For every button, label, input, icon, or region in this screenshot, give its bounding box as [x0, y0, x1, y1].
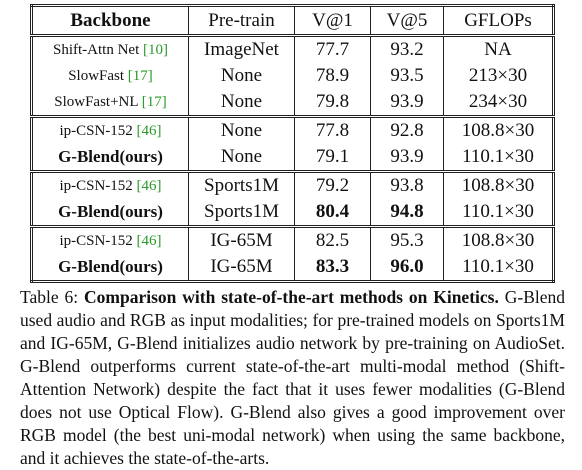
- table-row: SlowFast [17] None 78.9 93.5 213×30: [31, 63, 554, 89]
- pretrain-cell: Sports1M: [188, 171, 295, 199]
- backbone-cell: G-Blend(ours): [31, 199, 189, 227]
- v5-cell: 93.5: [370, 63, 444, 89]
- backbone-name: SlowFast+NL: [54, 94, 138, 110]
- results-table: Backbone Pre-train V@1 V@5 GFLOPs Shift-…: [30, 4, 555, 283]
- table-row: ip-CSN-152 [46] IG-65M 82.5 95.3 108.8×30: [31, 226, 554, 254]
- pretrain-cell: None: [188, 144, 295, 172]
- gflops-cell: 110.1×30: [443, 254, 554, 282]
- backbone-cell: G-Blend(ours): [31, 254, 189, 282]
- table-row: G-Blend(ours) None 79.1 93.9 110.1×30: [31, 144, 554, 172]
- table-group: Shift-Attn Net [10] ImageNet 77.7 93.2 NA Slo…: [31, 35, 554, 117]
- gflops-cell: 234×30: [443, 89, 554, 117]
- backbone-cell: SlowFast+NL [17]: [31, 89, 189, 117]
- backbone-cell: Shift-Attn Net [10]: [31, 35, 189, 63]
- backbone-cell: G-Blend(ours): [31, 144, 189, 172]
- citation: [17]: [141, 94, 167, 110]
- backbone-name: ip-CSN-152: [59, 123, 133, 139]
- v5-cell: 93.9: [370, 89, 444, 117]
- v1-cell: 79.2: [294, 171, 371, 199]
- header-cell: V@1: [294, 5, 371, 37]
- header-cell: GFLOPs: [443, 5, 554, 37]
- v1-cell: 78.9: [294, 63, 371, 89]
- caption: Table 6: Comparison with state-of-the-ar…: [20, 286, 565, 470]
- header-cell: Pre-train: [188, 5, 295, 37]
- header-row: Backbone Pre-train V@1 V@5 GFLOPs: [31, 5, 554, 37]
- citation: [10]: [143, 42, 168, 58]
- caption-label: Table 6:: [20, 287, 79, 307]
- pretrain-cell: IG-65M: [188, 226, 295, 254]
- backbone-name: ip-CSN-152: [59, 233, 133, 249]
- header-cell: Backbone: [31, 5, 189, 37]
- v5-cell: 96.0: [370, 254, 444, 282]
- gflops-cell: 108.8×30: [443, 171, 554, 199]
- backbone-name: ip-CSN-152: [59, 178, 133, 194]
- v5-cell: 93.8: [370, 171, 444, 199]
- v5-cell: 94.8: [370, 199, 444, 227]
- pretrain-cell: None: [188, 89, 295, 117]
- caption-title: Comparison with state-of-the-art methods…: [84, 287, 499, 307]
- table-row: G-Blend(ours) IG-65M 83.3 96.0 110.1×30: [31, 254, 554, 282]
- gflops-cell: NA: [443, 35, 554, 63]
- gflops-cell: 110.1×30: [443, 199, 554, 227]
- backbone-cell: ip-CSN-152 [46]: [31, 226, 189, 254]
- gflops-cell: 108.8×30: [443, 116, 554, 144]
- citation: [17]: [127, 68, 153, 84]
- v5-cell: 95.3: [370, 226, 444, 254]
- backbone-cell: SlowFast [17]: [31, 63, 189, 89]
- v5-cell: 93.9: [370, 144, 444, 172]
- citation: [46]: [136, 123, 162, 139]
- gflops-cell: 108.8×30: [443, 226, 554, 254]
- table-group: ip-CSN-152 [46] Sports1M 79.2 93.8 108.8×30 G…: [31, 171, 554, 227]
- backbone-name: G-Blend(ours): [58, 202, 163, 221]
- table-row: SlowFast+NL [17] None 79.8 93.9 234×30: [31, 89, 554, 117]
- v1-cell: 79.1: [294, 144, 371, 172]
- backbone-name: G-Blend(ours): [58, 147, 163, 166]
- citation: [46]: [136, 233, 162, 249]
- caption-text: G-Blend used audio and RGB as input moda…: [20, 287, 566, 468]
- table-row: G-Blend(ours) Sports1M 80.4 94.8 110.1×30: [31, 199, 554, 227]
- v1-cell: 82.5: [294, 226, 371, 254]
- pretrain-cell: None: [188, 116, 295, 144]
- header-cell: V@5: [370, 5, 444, 37]
- backbone-name: SlowFast: [68, 68, 125, 84]
- backbone-name: G-Blend(ours): [58, 257, 163, 276]
- table-group: ip-CSN-152 [46] None 77.8 92.8 108.8×30 G-Ble…: [31, 116, 554, 172]
- table-row: Shift-Attn Net [10] ImageNet 77.7 93.2 NA: [31, 35, 554, 63]
- v1-cell: 77.7: [294, 35, 371, 63]
- table-row: ip-CSN-152 [46] Sports1M 79.2 93.8 108.8×30: [31, 171, 554, 199]
- v5-cell: 92.8: [370, 116, 444, 144]
- gflops-cell: 213×30: [443, 63, 554, 89]
- backbone-name: Shift-Attn Net: [53, 42, 140, 58]
- v1-cell: 83.3: [294, 254, 371, 282]
- v1-cell: 80.4: [294, 199, 371, 227]
- v1-cell: 77.8: [294, 116, 371, 144]
- gflops-cell: 110.1×30: [443, 144, 554, 172]
- pretrain-cell: Sports1M: [188, 199, 295, 227]
- pretrain-cell: IG-65M: [188, 254, 295, 282]
- backbone-cell: ip-CSN-152 [46]: [31, 171, 189, 199]
- backbone-cell: ip-CSN-152 [46]: [31, 116, 189, 144]
- pretrain-cell: ImageNet: [188, 35, 295, 63]
- table-row: ip-CSN-152 [46] None 77.8 92.8 108.8×30: [31, 116, 554, 144]
- v5-cell: 93.2: [370, 35, 444, 63]
- pretrain-cell: None: [188, 63, 295, 89]
- v1-cell: 79.8: [294, 89, 371, 117]
- table-group: ip-CSN-152 [46] IG-65M 82.5 95.3 108.8×30 G-B…: [31, 226, 554, 282]
- citation: [46]: [136, 178, 162, 194]
